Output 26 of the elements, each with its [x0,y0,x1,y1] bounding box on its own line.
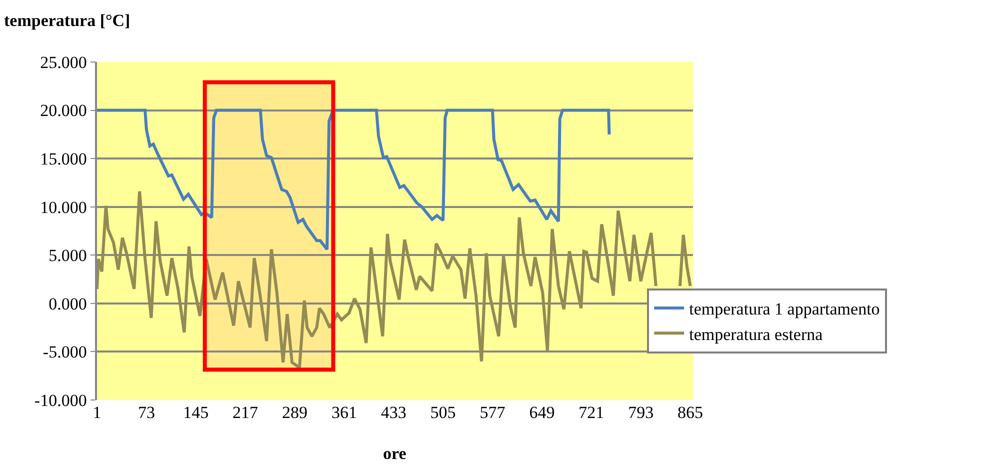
y-tick-label: 15.000 [40,150,87,169]
x-tick-label: 1 [92,403,102,422]
x-tick-label: 433 [380,403,406,422]
x-tick-label: 505 [430,403,456,422]
line-series [97,108,611,251]
x-tick-label: 577 [480,403,506,422]
y-tick-label: 25.000 [40,52,87,72]
legend-label: temperatura 1 appartamento [689,300,880,319]
x-axis-title: ore [383,444,407,463]
legend-label: temperatura esterna [689,324,824,344]
x-tick-label: 289 [282,403,308,422]
x-tick-label: 73 [138,403,155,422]
y-tick-label: -5.000 [42,342,87,362]
x-tick-label: 217 [232,403,259,422]
x-tick-label: 865 [678,403,703,422]
x-tick-label: 721 [578,403,604,422]
x-tick-label: 145 [183,403,209,422]
x-tick-label: 793 [628,403,654,422]
y-tick-label: 10.000 [40,198,87,217]
x-tick-label: 361 [331,403,357,422]
y-tick-label: -10.000 [34,390,87,410]
y-tick-label: 20.000 [40,101,87,120]
y-tick-label: 5.000 [48,246,87,266]
x-tick-label: 649 [529,403,555,422]
y-tick-label: 0.000 [48,294,87,314]
y-axis-title: temperatura [°C] [4,11,130,30]
